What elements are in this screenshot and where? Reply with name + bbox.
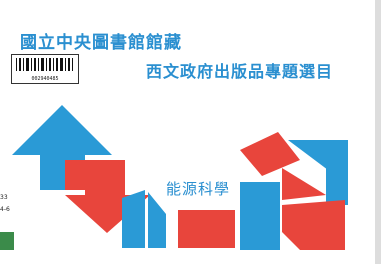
bars	[12, 55, 78, 73]
blue-arrow-head	[12, 105, 112, 155]
red-arrow-head	[282, 200, 345, 250]
blue-block	[326, 140, 348, 205]
red-arrow-stem	[85, 160, 125, 195]
series-title: 西文政府出版品專題選目	[146, 58, 333, 82]
shelf-label	[0, 232, 14, 250]
book-cover: 國立中央圖書館館藏 西文政府出版品專題選目 能源科學 002940485 33 …	[0, 0, 381, 264]
topic: 能源科學	[166, 178, 230, 199]
red-block	[282, 168, 326, 200]
call-number: 4-6	[0, 206, 10, 213]
barcode: 002940485	[11, 54, 79, 84]
blue-block	[148, 192, 166, 248]
red-block	[240, 132, 300, 176]
blue-block	[122, 190, 145, 248]
barcode-number: 002940485	[12, 76, 78, 82]
call-number: 33	[0, 194, 8, 201]
library-title: 國立中央圖書館館藏	[20, 28, 182, 53]
page-edge	[375, 0, 381, 264]
blue-block	[240, 182, 280, 250]
red-block	[178, 210, 235, 248]
